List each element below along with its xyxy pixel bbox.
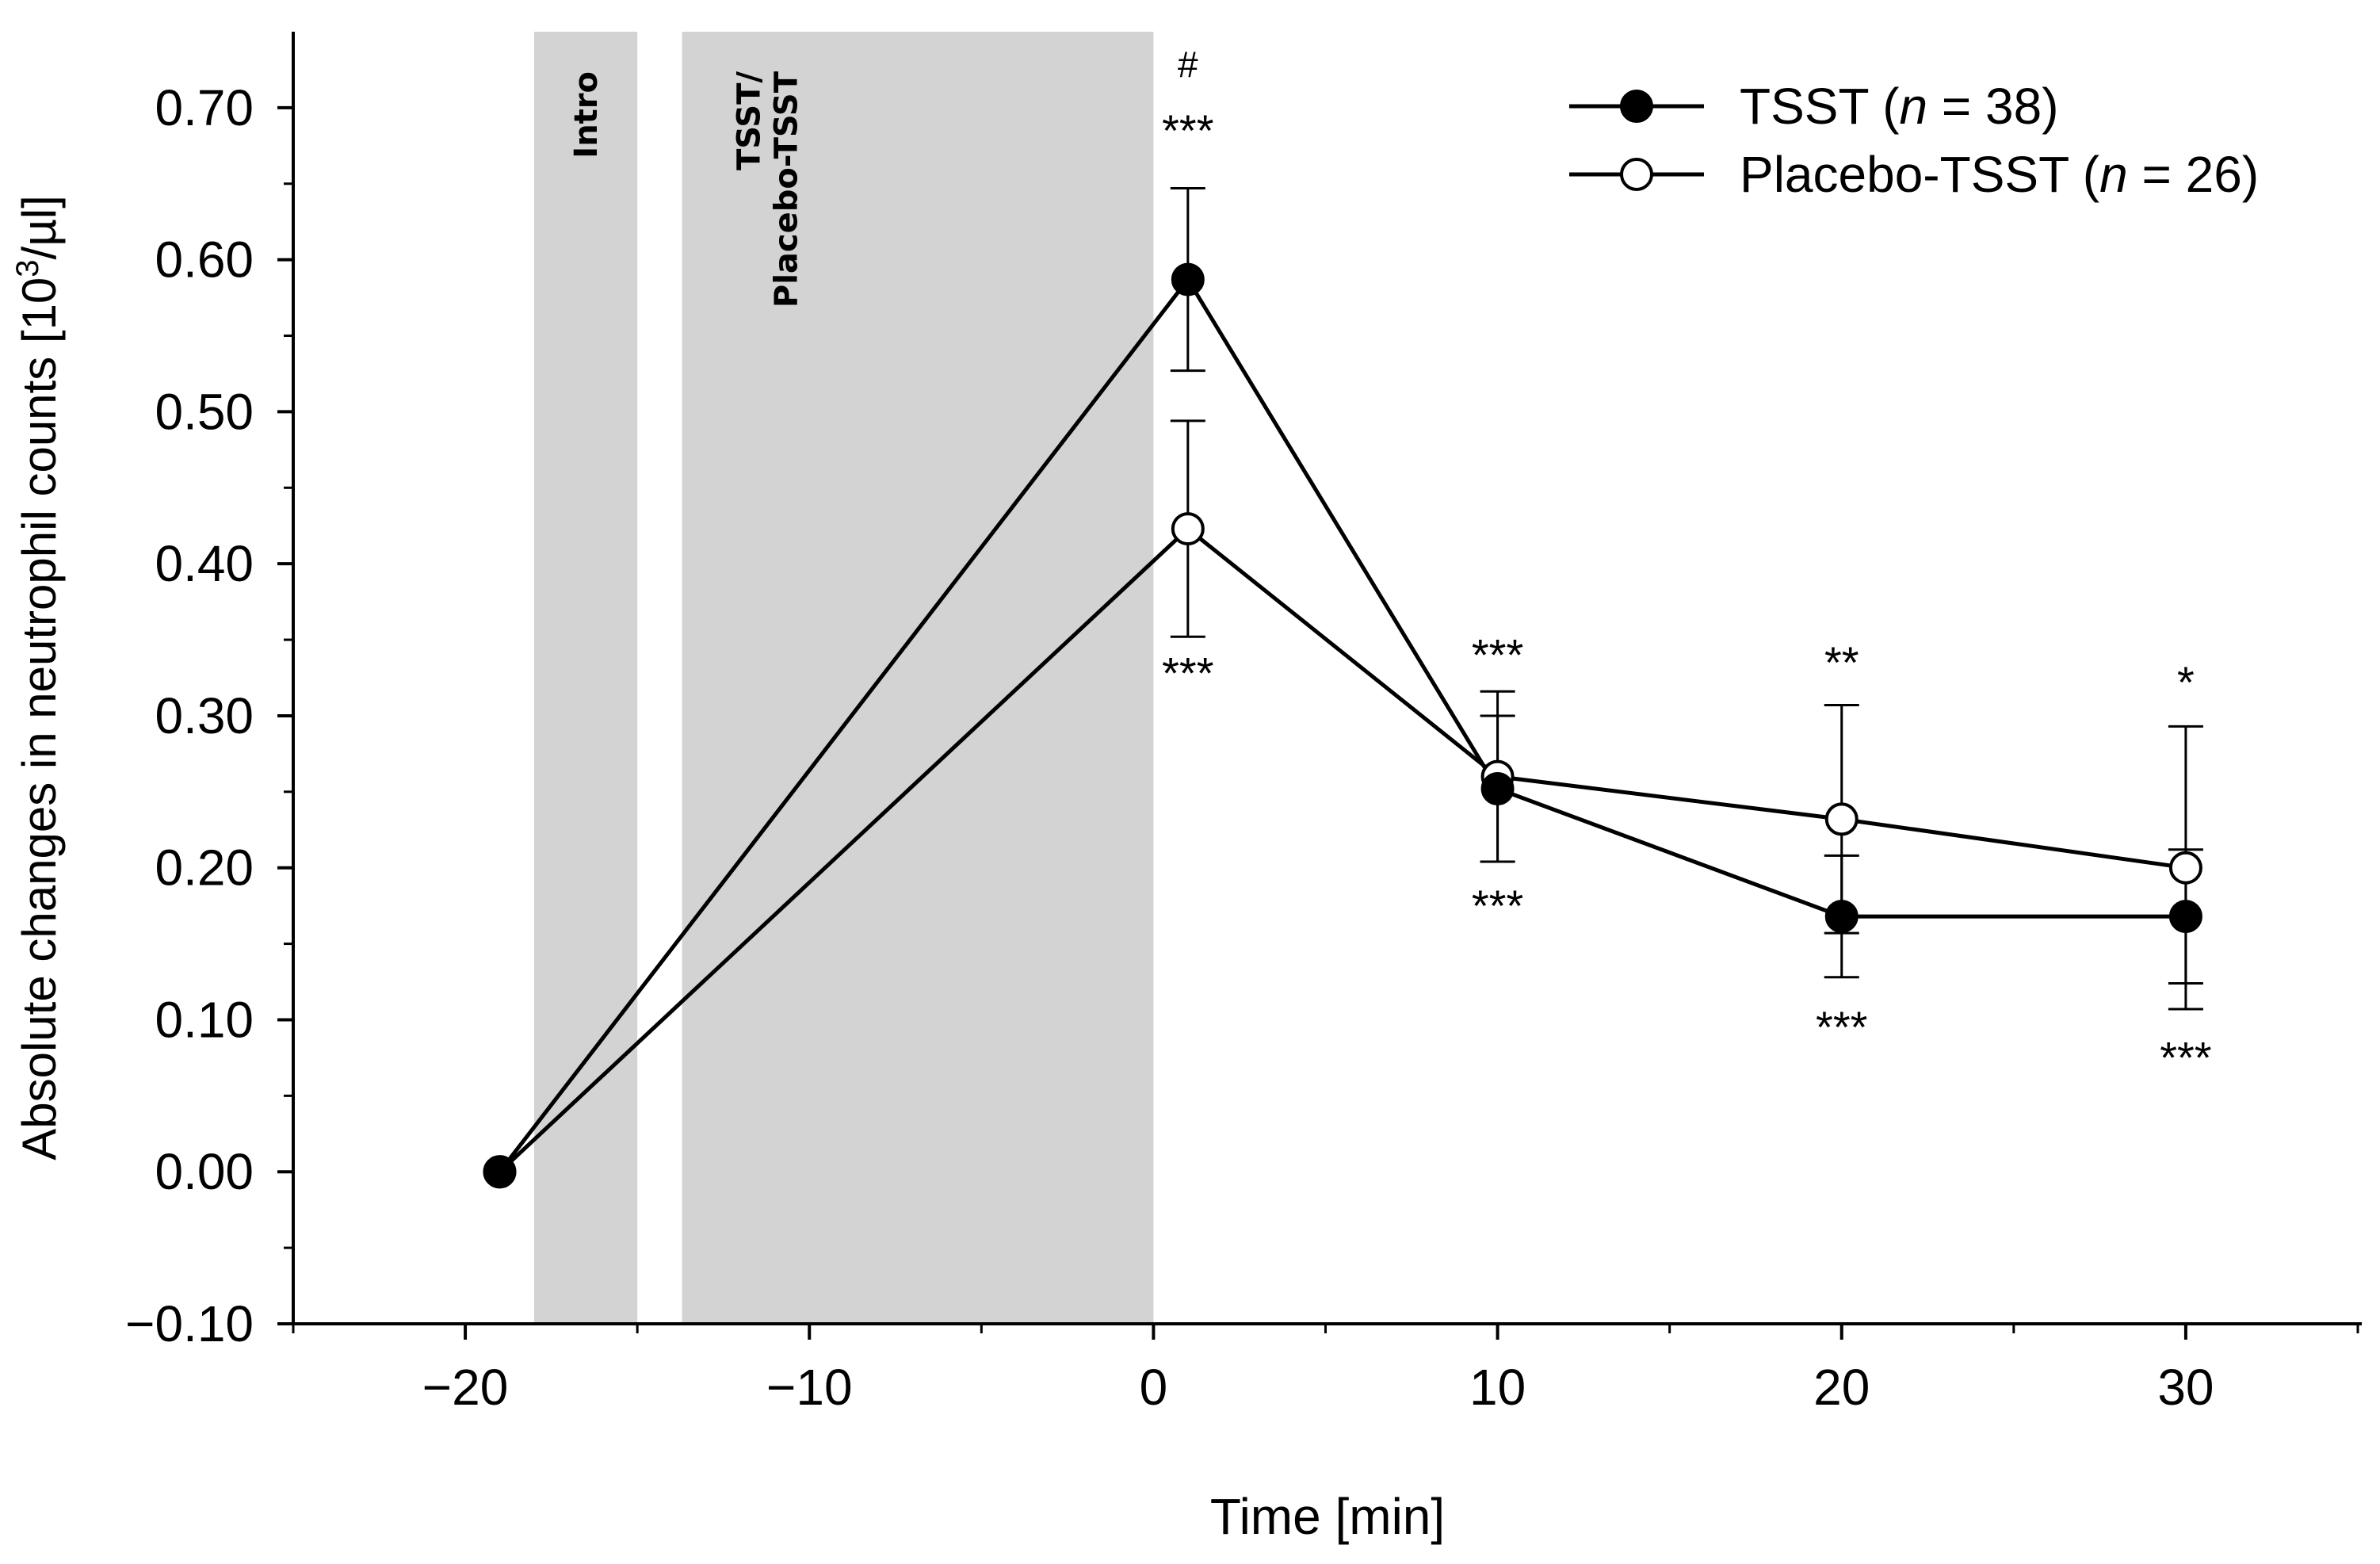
legend-name-placebo: Placebo-TSST xyxy=(1740,146,2069,203)
y-tick-label: 0.10 xyxy=(155,991,254,1048)
y-axis-label-sup: 3 xyxy=(10,259,45,277)
legend-n-tsst: n xyxy=(1900,78,1928,135)
x-tick-label: −20 xyxy=(422,1359,509,1416)
legend-marker-tsst xyxy=(1620,90,1653,123)
significance-label: *** xyxy=(2160,1033,2211,1083)
y-tick-label: 0.20 xyxy=(155,839,254,897)
x-tick-label: −10 xyxy=(766,1359,853,1416)
legend-n-placebo: n xyxy=(2099,146,2128,203)
y-tick-label: 0.70 xyxy=(155,79,254,136)
legend-name-tsst: TSST xyxy=(1740,78,1868,135)
x-tick-label: 10 xyxy=(1469,1359,1526,1416)
series xyxy=(483,187,2203,1189)
y-tick-label: 0.30 xyxy=(155,687,254,744)
data-point-tsst xyxy=(2168,900,2202,934)
data-point-tsst xyxy=(483,1155,517,1189)
y-axis-label-main: Absolute changes in neutrophil counts [1… xyxy=(13,277,66,1161)
x-axis-label: Time [min] xyxy=(1210,1488,1445,1545)
annotations: #****** *************** xyxy=(1162,44,2211,1083)
legend-label-placebo: Placebo-TSST (n = 26) xyxy=(1740,146,2259,203)
band-label-intro: Intro xyxy=(568,71,605,159)
significance-label: # xyxy=(1178,44,1198,86)
x-tick-label: 30 xyxy=(2157,1359,2214,1416)
data-point-placebo xyxy=(2168,851,2202,885)
data-point-tsst xyxy=(1171,262,1205,296)
legend-entry-placebo: Placebo-TSST (n = 26) xyxy=(1569,146,2259,203)
shaded-bands: Intro TSST/Placebo-TSST xyxy=(533,32,1154,1324)
significance-label: *** xyxy=(1162,105,1213,155)
significance-label: *** xyxy=(1472,629,1523,679)
legend-nvalue-placebo: = 26) xyxy=(2141,146,2259,203)
shaded-band-1 xyxy=(682,32,1154,1324)
significance-label: *** xyxy=(1162,648,1213,698)
legend-label-tsst: TSST (n = 38) xyxy=(1740,78,2059,135)
significance-label: * xyxy=(2177,657,2195,707)
significance-label: *** xyxy=(1816,1002,1867,1052)
y-tick-label: 0.50 xyxy=(155,383,254,440)
legend-entry-tsst: TSST (n = 38) xyxy=(1569,78,2059,135)
y-tick-label: 0.60 xyxy=(155,231,254,289)
y-axis-label: Absolute changes in neutrophil counts [1… xyxy=(10,195,66,1161)
band-label-tsst-line2: Placebo-TSST xyxy=(769,71,805,308)
y-tick-label: 0.00 xyxy=(155,1143,254,1200)
data-point-tsst xyxy=(1480,771,1515,805)
significance-label: *** xyxy=(1472,881,1523,931)
significance-label: ** xyxy=(1824,637,1859,687)
y-tick-label: 0.40 xyxy=(155,535,254,592)
band-label-tsst-line1: TSST/ xyxy=(732,71,768,170)
y-axis-label-tail: /µl] xyxy=(13,195,66,259)
legend: TSST (n = 38) Placebo-TSST (n = 26) xyxy=(1569,78,2259,203)
legend-marker-placebo xyxy=(1620,158,1653,191)
x-tick-label: 20 xyxy=(1813,1359,1870,1416)
x-tick-label: 0 xyxy=(1140,1359,1168,1416)
data-point-tsst xyxy=(1824,900,1859,934)
y-tick-label: −0.10 xyxy=(125,1295,254,1352)
ticks: −20 −10 0 10 20 30 −0.10 0.00 0.10 0.20 0.30 0.40 0.… xyxy=(125,79,2359,1416)
data-point-placebo xyxy=(1171,512,1205,546)
shaded-band-0 xyxy=(533,32,638,1324)
data-point-placebo xyxy=(1824,802,1859,836)
legend-nvalue-tsst: = 38) xyxy=(1942,78,2059,135)
